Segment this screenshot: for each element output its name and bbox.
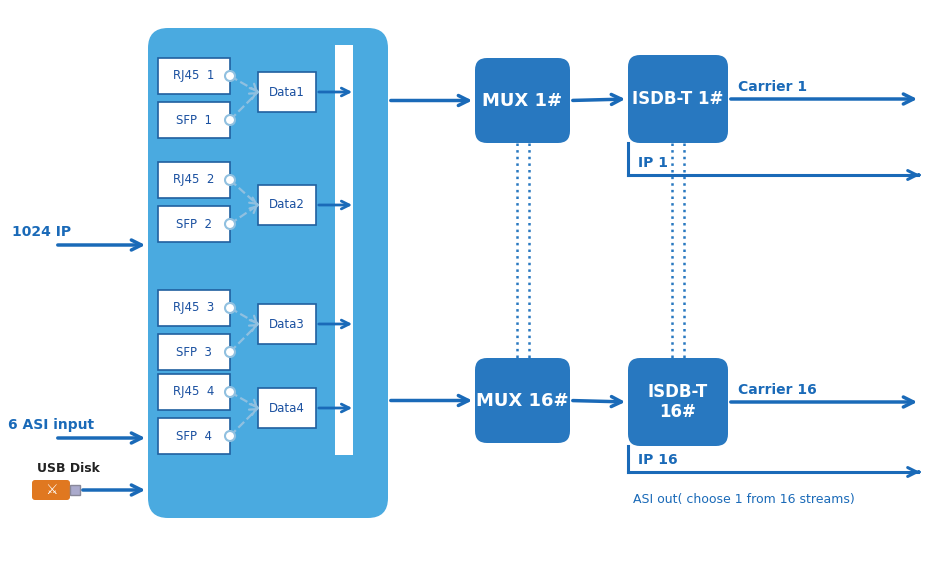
Circle shape <box>225 175 235 185</box>
Text: 1024 IP: 1024 IP <box>12 225 71 239</box>
Text: Data4: Data4 <box>269 401 305 414</box>
Text: RJ45  1: RJ45 1 <box>173 70 215 83</box>
Text: SFP  4: SFP 4 <box>176 430 212 442</box>
Text: 6 ASI input: 6 ASI input <box>8 418 94 432</box>
Circle shape <box>225 303 235 313</box>
Text: IP 16: IP 16 <box>638 453 677 467</box>
Bar <box>258 72 316 112</box>
Bar <box>158 102 230 138</box>
Bar <box>158 206 230 242</box>
FancyBboxPatch shape <box>32 480 70 500</box>
Bar <box>258 388 316 428</box>
Circle shape <box>225 115 235 125</box>
Text: MUX 16#: MUX 16# <box>476 392 569 409</box>
Text: ASI out( choose 1 from 16 streams): ASI out( choose 1 from 16 streams) <box>633 494 855 507</box>
Text: ISDB-T 1#: ISDB-T 1# <box>632 90 724 108</box>
Text: Data2: Data2 <box>269 198 305 211</box>
FancyBboxPatch shape <box>148 28 388 518</box>
Bar <box>158 162 230 198</box>
Text: Data1: Data1 <box>269 86 305 99</box>
Circle shape <box>225 347 235 357</box>
Circle shape <box>225 219 235 229</box>
Text: USB Disk: USB Disk <box>37 462 100 474</box>
Text: IP 1: IP 1 <box>638 156 668 170</box>
Text: Carrier 16: Carrier 16 <box>738 383 816 397</box>
Text: SFP  2: SFP 2 <box>176 218 212 230</box>
Circle shape <box>225 431 235 441</box>
Text: SFP  3: SFP 3 <box>176 345 212 359</box>
Bar <box>158 418 230 454</box>
FancyBboxPatch shape <box>475 58 570 143</box>
FancyBboxPatch shape <box>628 358 728 446</box>
Bar <box>258 304 316 344</box>
Text: Data3: Data3 <box>269 317 305 331</box>
Text: 16#: 16# <box>659 403 696 421</box>
Circle shape <box>225 387 235 397</box>
Text: RJ45  3: RJ45 3 <box>173 302 215 315</box>
Text: Carrier 1: Carrier 1 <box>738 80 807 94</box>
Text: RJ45  2: RJ45 2 <box>173 173 215 186</box>
Bar <box>335 45 353 455</box>
Bar <box>158 374 230 410</box>
Circle shape <box>225 71 235 81</box>
Bar <box>70 485 80 495</box>
Text: SFP  1: SFP 1 <box>176 113 212 127</box>
Bar <box>158 58 230 94</box>
FancyBboxPatch shape <box>475 358 570 443</box>
Bar <box>158 290 230 326</box>
Bar <box>158 334 230 370</box>
Text: ⚔: ⚔ <box>44 483 58 497</box>
Bar <box>258 185 316 225</box>
Text: RJ45  4: RJ45 4 <box>173 385 215 398</box>
Text: MUX 1#: MUX 1# <box>482 92 563 109</box>
Text: ISDB-T: ISDB-T <box>648 383 709 401</box>
FancyBboxPatch shape <box>628 55 728 143</box>
